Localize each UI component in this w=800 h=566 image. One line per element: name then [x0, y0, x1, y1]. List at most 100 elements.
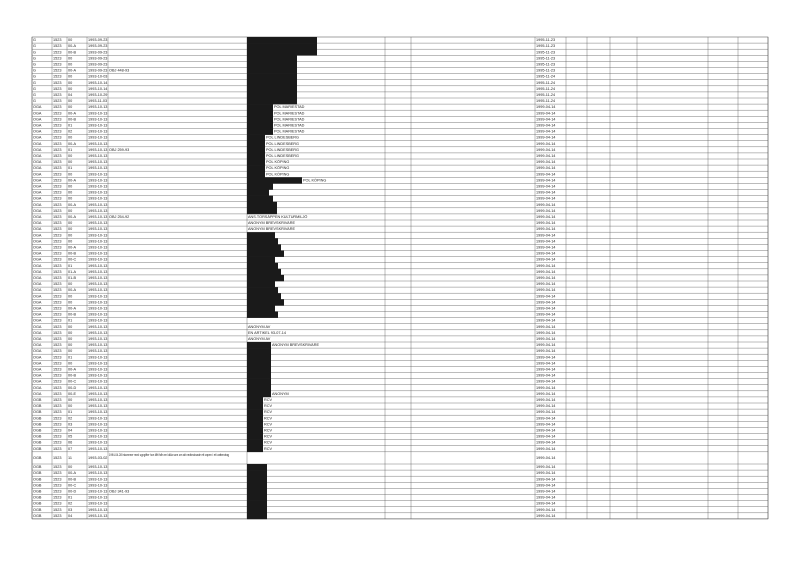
cell-text: 1523 — [53, 325, 61, 329]
cell-text: 00 — [68, 184, 72, 188]
cell-text: 1993-10-13 — [88, 300, 107, 304]
cell-text: 1999-04-14 — [536, 203, 555, 207]
cell-text: 1523 — [53, 294, 61, 298]
cell-text: G — [33, 44, 36, 48]
redaction — [247, 372, 271, 379]
cell-text: 00 — [68, 282, 72, 286]
cell-text: 1523 — [53, 343, 61, 347]
cell-text: 1523 — [53, 300, 61, 304]
cell-text: 1993-10-13 — [88, 197, 107, 201]
cell-text: 00 — [68, 233, 72, 237]
cell-text: 1999-04-14 — [536, 215, 555, 219]
cell-text: OGA — [33, 111, 42, 115]
cell-text: 1995-11-24 — [536, 87, 555, 91]
redaction — [247, 506, 267, 514]
redaction — [247, 488, 267, 495]
cell-text: 1999-04-14 — [536, 477, 555, 481]
cell-text: 00 — [68, 62, 72, 66]
cell-text: 1523 — [53, 483, 61, 487]
cell-text: 1993-10-13 — [88, 172, 107, 176]
cell-text: 1993-10-13 — [88, 233, 107, 237]
cell-text: 01 — [68, 496, 72, 500]
cell-text: 1999-04-14 — [536, 306, 555, 310]
cell-text: 1993-10-13 — [88, 136, 107, 140]
cell-text: 00-A — [68, 306, 76, 310]
redaction — [247, 165, 265, 172]
cell-text: 1523 — [53, 349, 61, 353]
cell-text: POL LINDESBERG — [266, 148, 299, 152]
cell-text: 1523 — [53, 209, 61, 213]
cell-text: 1523 — [53, 465, 61, 469]
cell-text: 00-A — [68, 111, 76, 115]
cell-text: OGA — [33, 331, 42, 335]
cell-text: 01 — [68, 264, 72, 268]
redaction — [247, 134, 265, 141]
cell-text: 1523 — [53, 264, 61, 268]
cell-text: 00 — [68, 75, 72, 79]
cell-text: 04 — [68, 428, 72, 432]
cell-text: 00 — [68, 154, 72, 158]
cell-text: 00-B — [68, 117, 76, 121]
cell-text: 1993-10-13 — [88, 386, 107, 390]
cell-text: G — [33, 38, 36, 42]
cell-text: 1523 — [53, 447, 61, 451]
cell-text: 00 — [68, 197, 72, 201]
cell-text: 1993-10-13 — [88, 502, 107, 506]
cell-text: 1999-04-14 — [536, 447, 555, 451]
cell-text: OGA — [33, 245, 42, 249]
cell-text: ANONYM AV — [248, 337, 271, 341]
cell-text: 1993-10-13 — [88, 477, 107, 481]
cell-text: 1999-04-14 — [536, 276, 555, 280]
cell-text: 00-B — [68, 477, 76, 481]
cell-text: 1523 — [53, 142, 61, 146]
cell-text: POL MARIESTAD — [274, 117, 305, 121]
cell-text: 00 — [68, 294, 72, 298]
cell-text: 1999-04-14 — [536, 349, 555, 353]
cell-text: 04 — [68, 514, 72, 518]
cell-text: 1999-04-14 — [536, 355, 555, 359]
cell-text: OGB — [33, 422, 42, 426]
cell-text: G — [33, 62, 36, 66]
cell-text: OGA — [33, 172, 42, 176]
cell-text: 00-A — [68, 471, 76, 475]
cell-text: OGA — [33, 319, 42, 323]
cell-text: 1523 — [53, 276, 61, 280]
cell-text: 00-D — [68, 386, 76, 390]
cell-text: 1993-10-13 — [88, 270, 107, 274]
cell-text: 01 — [68, 166, 72, 170]
cell-text: 00 — [68, 136, 72, 140]
cell-text: 1999-04-14 — [536, 483, 555, 487]
page-border — [31, 36, 769, 520]
redaction — [247, 232, 275, 239]
cell-text: 00-B — [68, 374, 76, 378]
cell-text: OGA — [33, 123, 42, 127]
cell-text: 1993-10-13 — [88, 392, 107, 396]
cell-text: 06 — [68, 441, 72, 445]
cell-text: OGA — [33, 380, 42, 384]
cell-text: 1999-04-14 — [536, 502, 555, 506]
cell-text: 1999-04-14 — [536, 264, 555, 268]
redaction — [247, 49, 317, 56]
cell-text: 1523 — [53, 514, 61, 518]
redaction — [247, 268, 281, 276]
cell-text: 1999-04-14 — [536, 270, 555, 274]
cell-text: OGA — [33, 166, 42, 170]
cell-text: OGA — [33, 252, 42, 256]
cell-text: 1999-04-14 — [536, 435, 555, 439]
cell-text: 1995-11-23 — [536, 69, 555, 73]
cell-text: 01 — [68, 319, 72, 323]
cell-text: 01 — [68, 355, 72, 359]
cell-text: OGB — [33, 477, 42, 481]
cell-text: 02 — [68, 130, 72, 134]
cell-text: 1993-10-13 — [88, 117, 107, 121]
cell-text: 1993-09-23 — [88, 38, 107, 42]
cell-text: 1993-10-13 — [88, 374, 107, 378]
redaction — [247, 262, 278, 270]
redaction — [247, 403, 263, 410]
cell-text: 00-E — [68, 392, 76, 396]
cell-text: 1999-04-14 — [536, 172, 555, 176]
redaction — [247, 409, 263, 416]
redaction — [247, 43, 317, 50]
redaction — [247, 494, 267, 501]
redaction — [247, 421, 263, 428]
